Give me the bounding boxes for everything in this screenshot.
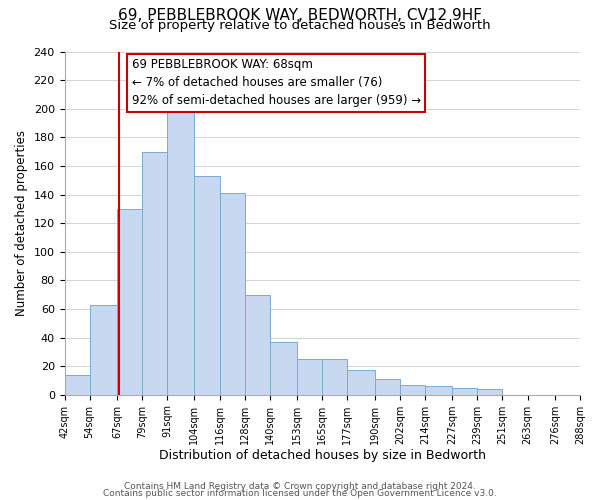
Bar [245,294,270,394]
Text: 69, PEBBLEBROOK WAY, BEDWORTH, CV12 9HF: 69, PEBBLEBROOK WAY, BEDWORTH, CV12 9HF [118,8,482,22]
Text: 69 PEBBLEBROOK WAY: 68sqm
← 7% of detached houses are smaller (76)
92% of semi-d: 69 PEBBLEBROOK WAY: 68sqm ← 7% of detach… [131,58,421,108]
Text: Contains public sector information licensed under the Open Government Licence v3: Contains public sector information licen… [103,490,497,498]
Bar [478,389,502,394]
X-axis label: Distribution of detached houses by size in Bedworth: Distribution of detached houses by size … [159,450,486,462]
Bar [374,379,400,394]
Bar [270,342,297,394]
Bar [220,193,245,394]
Bar [65,374,89,394]
Bar [347,370,374,394]
Text: Size of property relative to detached houses in Bedworth: Size of property relative to detached ho… [109,18,491,32]
Y-axis label: Number of detached properties: Number of detached properties [15,130,28,316]
Bar [142,152,167,394]
Bar [452,388,478,394]
Bar [167,108,194,395]
Bar [400,384,425,394]
Bar [117,209,142,394]
Bar [194,176,220,394]
Bar [322,359,347,394]
Bar [425,386,452,394]
Bar [89,304,117,394]
Bar [297,359,322,394]
Text: Contains HM Land Registry data © Crown copyright and database right 2024.: Contains HM Land Registry data © Crown c… [124,482,476,491]
